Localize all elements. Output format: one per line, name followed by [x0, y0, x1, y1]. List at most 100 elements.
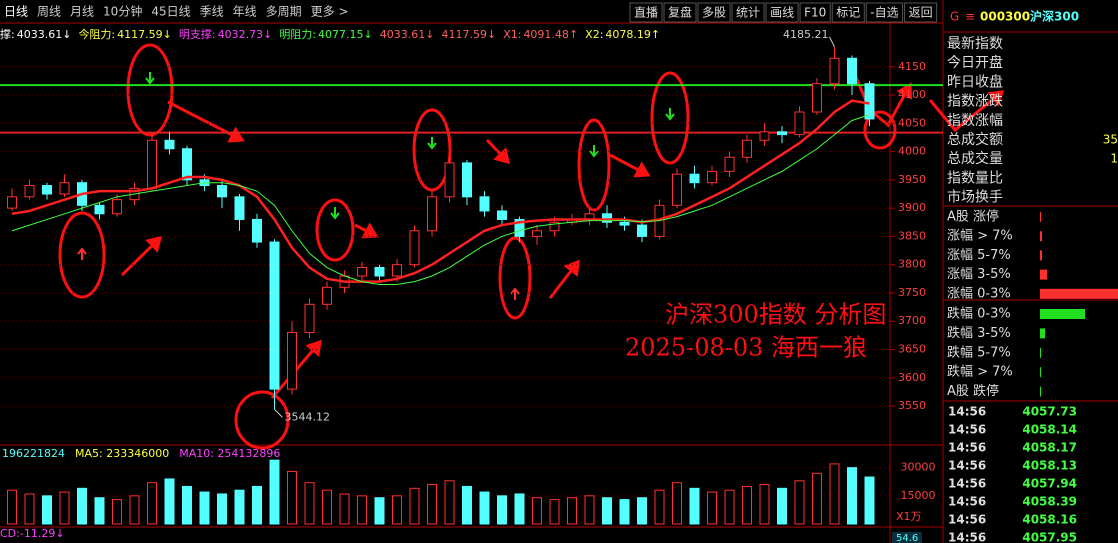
toolbar-button[interactable]: 直播 — [634, 6, 658, 20]
volume-bar — [689, 487, 700, 525]
candle-body — [374, 267, 385, 277]
volume-bar — [427, 484, 437, 525]
tick-time: 14:56 — [948, 513, 986, 527]
volume-tick-label: 30000 — [901, 461, 936, 474]
y-tick-label: 4100 — [898, 88, 926, 101]
volume-unit: X1万 — [896, 510, 922, 523]
period-tab[interactable]: 日线 — [4, 5, 28, 19]
volume-bar — [864, 476, 875, 525]
volume-bar — [147, 482, 157, 525]
candle-body — [59, 182, 70, 195]
toolbar-button[interactable]: 统计 — [736, 6, 760, 20]
overlay-title: 沪深300指数 分析图 — [665, 301, 886, 329]
volume-bar — [59, 491, 70, 525]
candle-body — [514, 218, 525, 237]
tick-time: 14:56 — [948, 459, 986, 473]
volume-bar — [777, 487, 787, 525]
indicator-arrow: ↓ — [487, 28, 496, 41]
period-tab[interactable]: 年线 — [233, 5, 257, 19]
candle-body — [322, 286, 332, 305]
candle-body — [427, 196, 437, 232]
period-tab[interactable]: 月线 — [70, 5, 94, 19]
y-tick-label: 3900 — [898, 201, 926, 214]
header-menu: ≡ — [965, 10, 975, 24]
toolbar-button[interactable]: 复盘 — [668, 5, 692, 20]
volume-bar — [462, 485, 472, 525]
candle-body — [304, 303, 315, 334]
toolbar-button[interactable]: 多股 — [702, 6, 726, 20]
toolbar-button[interactable]: 返回 — [909, 6, 933, 20]
indicator-label: 明支撑: — [179, 27, 216, 41]
candle-body — [497, 210, 507, 220]
y-tick-label: 4050 — [898, 116, 926, 129]
indicator-value: 4117.59 — [117, 28, 163, 41]
toolbar-button[interactable]: F10 — [804, 6, 826, 20]
volume-bar — [339, 493, 350, 525]
indicator-arrow: ↓ — [425, 28, 434, 41]
volume-bar — [812, 472, 822, 525]
button-frame — [865, 2, 904, 23]
volume-bar — [304, 482, 315, 525]
candle-body — [287, 332, 297, 390]
period-tab[interactable]: 季线 — [200, 5, 224, 19]
indicator-value: 4078.19 — [605, 28, 651, 41]
button-frame — [904, 2, 938, 23]
volume-bar — [672, 482, 682, 525]
toolbar-button[interactable]: 画线 — [770, 6, 794, 20]
stat-value: 35 — [1103, 133, 1118, 147]
moving-average — [11, 114, 870, 285]
candle-body — [812, 83, 822, 113]
indicator-arrow: ↓ — [263, 28, 272, 41]
button-frame — [731, 2, 765, 23]
breadth-bar — [1040, 309, 1085, 319]
volume-bar — [584, 495, 595, 525]
period-tab[interactable]: 45日线 — [151, 5, 190, 19]
volume-legend: MA5: 233346000 — [75, 447, 169, 460]
stat-label: 指数量比 — [947, 170, 1003, 186]
candle-body — [794, 111, 805, 136]
period-tab[interactable]: 周线 — [37, 5, 61, 19]
candle-body — [164, 139, 175, 150]
indicator-arrow: ↑ — [651, 28, 660, 41]
indicator-label: X2: — [585, 28, 603, 41]
candle-body — [689, 173, 700, 184]
toolbar-button[interactable]: -自选 — [870, 6, 898, 20]
annotation-leader — [274, 409, 283, 418]
period-tab[interactable]: 10分钟 — [103, 4, 142, 19]
volume-legend: 196221824 — [2, 447, 65, 460]
y-tick-label: 4000 — [898, 145, 926, 158]
candle-body — [269, 241, 280, 390]
tick-time: 14:56 — [948, 441, 986, 455]
candle-body — [24, 185, 35, 198]
volume-bar — [724, 489, 735, 525]
volume-bar — [374, 497, 385, 525]
candle-body — [112, 199, 122, 215]
volume-bar — [794, 480, 805, 525]
indicator-arrow: ↓ — [163, 28, 172, 41]
period-tab[interactable]: 更多 > — [311, 5, 349, 19]
volume-bar — [287, 470, 297, 525]
breadth-label: 跌幅 0-3% — [947, 306, 1011, 322]
volume-bar — [322, 489, 332, 525]
candle-body — [777, 131, 787, 136]
candle-body — [672, 173, 682, 206]
y-tick-label: 3800 — [898, 258, 926, 271]
volume-bar — [619, 499, 630, 525]
button-frame — [663, 2, 697, 23]
volume-legend: MA10: 254132896 — [179, 447, 280, 460]
period-tab[interactable]: 多周期 — [266, 5, 302, 19]
y-tick-label: 4150 — [898, 60, 926, 73]
volume-tick-label: 15000 — [901, 489, 936, 502]
breadth-label: A股 跌停 — [947, 383, 999, 399]
moving-average — [11, 99, 870, 283]
indicator-value: 4032.73 — [218, 28, 264, 41]
stat-label: 总成交额 — [947, 131, 1003, 148]
toolbar-button[interactable]: 标记 — [836, 6, 860, 20]
tick-price: 4058.13 — [1022, 459, 1077, 473]
breadth-label: 涨幅 3-5% — [947, 267, 1011, 282]
annotation-leader — [829, 36, 835, 48]
volume-bar — [409, 487, 420, 525]
volume-bar — [234, 489, 245, 525]
volume-bar — [42, 495, 52, 525]
